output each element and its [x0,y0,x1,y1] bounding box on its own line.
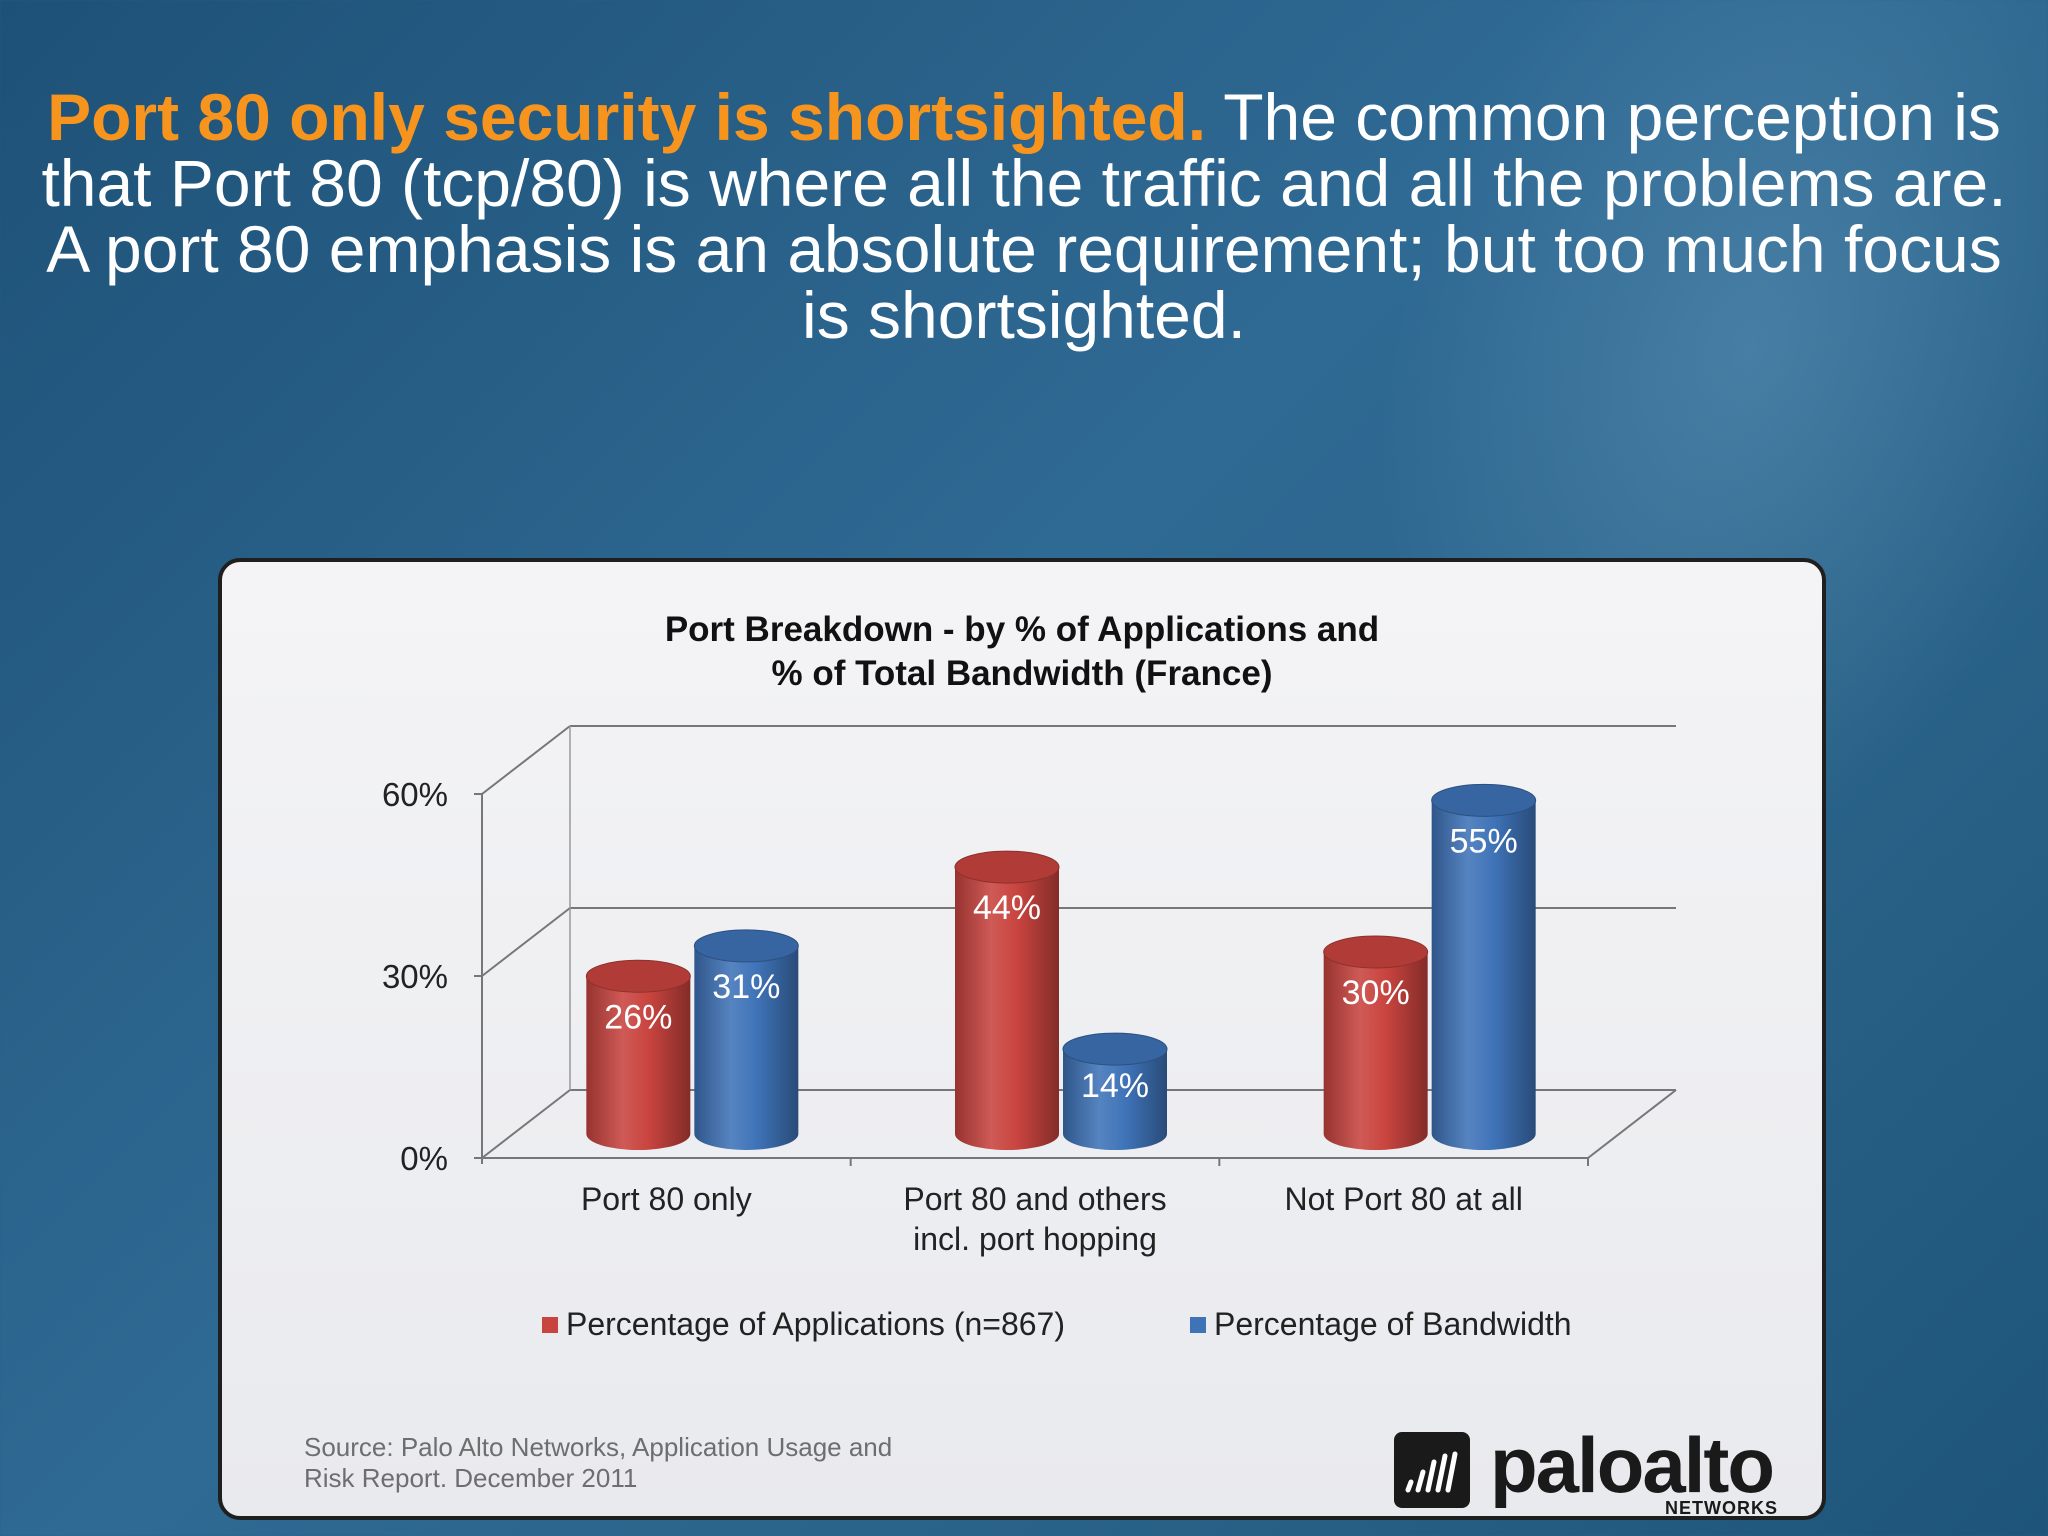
headline-body: The common perception is that Port 80 (t… [41,80,2007,352]
legend-swatch-applications [542,1316,558,1333]
legend-item-bandwidth: Percentage of Bandwidth [1190,1306,1572,1343]
source-note: Source: Palo Alto Networks, Application … [304,1432,1004,1494]
bar-top-applications-1 [954,850,1060,884]
x-category-label-1-0: Port 80 and others [903,1181,1166,1217]
bar-top-applications-0 [585,959,691,993]
legend-item-applications: Percentage of Applications (n=867) [542,1306,1065,1343]
x-category-label-1-1: incl. port hopping [913,1221,1157,1257]
bar-top-bandwidth-2 [1431,783,1537,817]
gridline-side-2 [481,725,571,795]
slide-headline: Port 80 only security is shortsighted. T… [40,84,2008,348]
legend-label-applications: Percentage of Applications (n=867) [566,1306,1065,1342]
floor-right-edge [1587,1089,1677,1159]
paloalto-logo: paloalto NETWORKS [1394,1422,1784,1518]
gridline-side-0 [481,1089,571,1159]
bar-bandwidth-1 [1063,1049,1167,1150]
y-tick-label-0: 0% [400,1140,448,1177]
y-tick-label-1: 30% [382,958,448,995]
data-label-applications-1: 44% [973,889,1041,927]
gridline-side-1 [481,907,571,977]
legend-swatch-bandwidth [1190,1316,1206,1333]
bar-applications-2 [1323,952,1428,1150]
bar-applications-1 [955,867,1059,1150]
chart-title: Port Breakdown - by % of Applications an… [222,608,1822,696]
legend-label-bandwidth: Percentage of Bandwidth [1214,1306,1572,1342]
chart-legend: Percentage of Applications (n=867) Perce… [222,1306,1822,1346]
bar-top-bandwidth-1 [1062,1032,1168,1066]
bar-top-applications-2 [1323,935,1429,969]
bar-bandwidth-2 [1431,800,1536,1150]
headline-accent: Port 80 only security is shortsighted. [47,80,1207,154]
bar-top-bandwidth-0 [693,929,799,963]
source-line1: Source: Palo Alto Networks, Application … [304,1432,893,1462]
logo-wordmark: paloalto [1490,1421,1775,1509]
x-category-label-2-0: Not Port 80 at all [1284,1181,1522,1217]
bar-bandwidth-0 [694,945,799,1150]
chart-plot-area: 0% 30% 60% Port 80 only Port 80 and others in… [382,725,1677,1257]
data-label-bandwidth-1: 14% [1081,1067,1149,1105]
source-line2: Risk Report. December 2011 [304,1463,638,1493]
bar-applications-0 [586,976,691,1150]
data-label-applications-2: 30% [1342,974,1410,1012]
data-label-bandwidth-0: 31% [712,968,780,1006]
chart-card: Port Breakdown - by % of Applications an… [218,558,1826,1520]
chart-title-line1: Port Breakdown - by % of Applications an… [664,610,1380,649]
data-label-bandwidth-2: 55% [1450,822,1518,860]
chart-title-line2: % of Total Bandwidth (France) [771,654,1273,693]
logo-subtext: NETWORKS [1665,1498,1778,1518]
x-category-label-0-0: Port 80 only [581,1181,752,1217]
data-label-applications-0: 26% [604,998,672,1036]
logo-mark-icon [1394,1432,1470,1508]
y-tick-label-2: 60% [382,776,448,813]
